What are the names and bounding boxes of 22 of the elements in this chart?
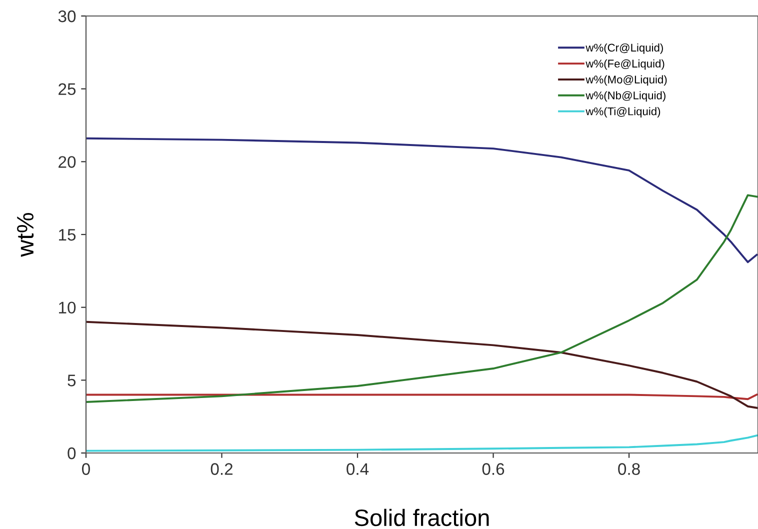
legend-label: w%(Cr@Liquid) [586,43,663,54]
x-axis-title: Solid fraction [354,508,489,526]
x-tick-label: 0.2 [210,463,233,475]
line-series [86,320,758,409]
y-tick-label: 20 [58,156,76,168]
line-series [86,194,758,403]
x-tick-label: 0 [82,463,90,475]
legend-label: w%(Ti@Liquid) [586,107,660,118]
legend-label: w%(Mo@Liquid) [586,75,667,86]
y-tick-label: 30 [58,10,76,22]
y-tick-label: 0 [68,447,76,460]
x-tick-label: 0.8 [618,463,640,475]
y-tick-label: 25 [58,83,76,96]
x-tick-label: 0.6 [482,463,504,475]
y-axis-title: wt% [17,213,34,257]
y-tick-label: 5 [68,374,76,386]
legend-label: w%(Fe@Liquid) [586,59,664,70]
y-tick-label: 10 [59,302,76,314]
x-tick-label: 0.4 [346,463,369,475]
legend-label: w%(Nb@Liquid) [586,91,666,102]
y-tick-label: 15 [59,229,76,241]
line-series [86,137,758,264]
